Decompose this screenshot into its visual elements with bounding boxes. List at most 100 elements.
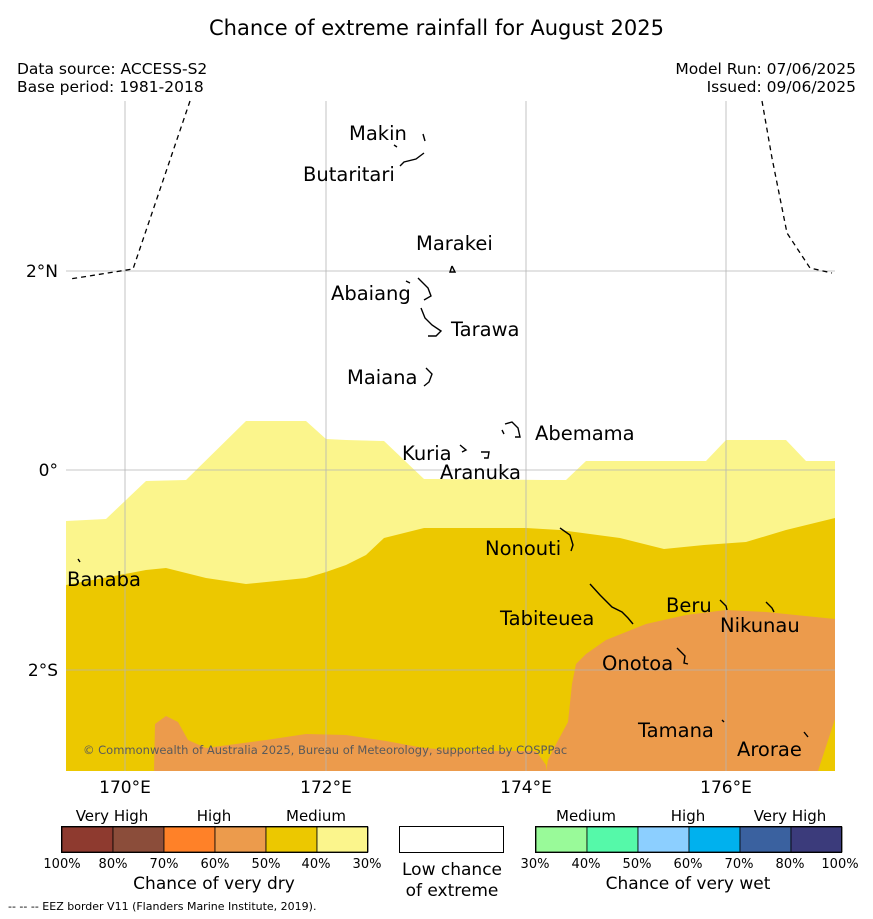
legend-dry-tick: 30%: [353, 857, 382, 872]
legend-wet-swatch-0: [535, 826, 588, 853]
butaritari-outline: [399, 152, 425, 167]
legend-low-line1: Low chance: [402, 860, 502, 880]
legend-dry-tick: 60%: [201, 857, 230, 872]
legend-dry-very-high: Very High: [76, 807, 149, 825]
copyright-notice: © Commonwealth of Australia 2025, Bureau…: [83, 743, 567, 757]
legend-dry-swatch-4: [265, 826, 318, 853]
marakei-outline: [449, 265, 457, 273]
model-run: Model Run: 07/06/2025: [675, 60, 856, 78]
legend-dry-tick: 80%: [99, 857, 128, 872]
chart-title: Chance of extreme rainfall for August 20…: [209, 16, 664, 40]
kuria-outline: [459, 444, 468, 453]
arorae-outline: [803, 731, 809, 738]
legend-dry-medium: Medium: [286, 807, 346, 825]
label-kuria: Kuria: [402, 442, 452, 465]
label-tarawa: Tarawa: [450, 318, 520, 341]
legend-dry-swatch-5: [316, 826, 369, 853]
legend-dry: Very High High Medium 100% 80% 70% 60% 5…: [43, 807, 381, 894]
makin-outline: [393, 133, 426, 148]
legend-dry-swatch-0: [61, 826, 114, 853]
legend-dry-frame: [61, 826, 368, 853]
model-run-block: Model Run: 07/06/2025 Issued: 09/06/2025: [675, 60, 856, 96]
legend-wet-swatches: [535, 826, 843, 853]
legend-wet-tick: 60%: [674, 857, 703, 872]
legend-wet-swatch-5: [790, 826, 843, 853]
label-banaba: Banaba: [67, 568, 141, 591]
legend-wet-swatch-3: [688, 826, 741, 853]
legend-dry-swatch-3: [214, 826, 267, 853]
label-nikunau: Nikunau: [720, 614, 800, 637]
legend-wet-high: High: [671, 807, 705, 825]
axis-labels: 170°E 172°E 174°E 176°E 2°N 0° 2°S: [26, 262, 752, 798]
tabiteuea-outline: [589, 583, 634, 625]
lat-label-2s: 2°S: [28, 661, 58, 681]
legend-wet-very-high: Very High: [754, 807, 827, 825]
dry-high-region-east: [546, 610, 835, 771]
legend-wet-tick: 100%: [821, 857, 858, 872]
onotoa-outline: [676, 647, 689, 665]
legend-dry-tick: 50%: [252, 857, 281, 872]
eez-border-east: [761, 100, 833, 274]
legend-wet-medium: Medium: [556, 807, 616, 825]
maiana-outline: [423, 367, 433, 387]
aranuka-outline: [481, 451, 490, 459]
legend-wet-tick: 40%: [572, 857, 601, 872]
base-period: Base period: 1981-2018: [17, 78, 204, 96]
legend-low-chance: Low chance of extreme: [399, 826, 504, 901]
label-tabiteuea: Tabiteuea: [499, 607, 594, 630]
legend-wet-swatch-2: [637, 826, 690, 853]
tarawa-outline: [420, 307, 443, 337]
legend-dry-swatch-1: [112, 826, 165, 853]
legend-dry-high: High: [197, 807, 231, 825]
legend-wet-frame: [535, 826, 842, 853]
label-tamana: Tamana: [637, 719, 714, 742]
tamana-outline: [721, 719, 725, 723]
legend-wet-swatch-4: [739, 826, 792, 853]
label-abemama: Abemama: [535, 422, 635, 445]
lon-label-172e: 172°E: [300, 778, 352, 798]
issued-date: Issued: 09/06/2025: [706, 78, 856, 96]
lon-label-170e: 170°E: [99, 778, 151, 798]
nonouti-outline: [559, 527, 574, 552]
data-source-block: Data source: ACCESS-S2 Base period: 1981…: [17, 60, 207, 96]
legend-wet-tick: 30%: [521, 857, 550, 872]
legend-dry-title: Chance of very dry: [133, 874, 295, 894]
legend-wet-title: Chance of very wet: [606, 874, 771, 894]
nikunau-outline: [765, 601, 775, 613]
eez-borders: [69, 100, 833, 280]
legend-wet-tick: 80%: [776, 857, 805, 872]
dry-high-region-west: [154, 716, 546, 771]
legend-low-line2: of extreme: [406, 881, 499, 901]
label-beru: Beru: [666, 594, 712, 617]
label-maiana: Maiana: [347, 366, 417, 389]
eez-border-note: -- -- -- EEZ border V11 (Flanders Marine…: [8, 900, 317, 913]
banaba-outline: [77, 558, 81, 563]
island-outlines: [77, 133, 809, 738]
label-arorae: Arorae: [737, 738, 802, 761]
legend-dry-swatches: [61, 826, 369, 853]
lat-label-2n: 2°N: [26, 262, 58, 282]
island-labels: Makin Butaritari Marakei Abaiang Tarawa …: [67, 122, 802, 761]
label-aranuka: Aranuka: [440, 461, 521, 484]
abaiang-outline: [405, 277, 432, 301]
legend-low-swatch: [399, 826, 504, 853]
label-marakei: Marakei: [416, 232, 493, 255]
label-makin: Makin: [349, 122, 407, 145]
legend-dry-tick: 100%: [43, 857, 80, 872]
legend-dry-tick: 40%: [302, 857, 331, 872]
lon-label-176e: 176°E: [700, 778, 752, 798]
lon-label-174e: 174°E: [500, 778, 552, 798]
abemama-outline: [501, 421, 521, 438]
legend-wet-tick: 70%: [725, 857, 754, 872]
legend-wet-swatch-1: [586, 826, 639, 853]
legend-wet: Medium High Very High 30% 40% 50% 60% 70…: [521, 807, 859, 894]
legend-dry-tick: 70%: [150, 857, 179, 872]
label-nonouti: Nonouti: [485, 537, 561, 560]
data-source: Data source: ACCESS-S2: [17, 60, 208, 78]
eez-border-west: [69, 100, 191, 280]
lat-label-0: 0°: [39, 461, 58, 481]
beru-outline: [719, 599, 728, 611]
label-butaritari: Butaritari: [303, 163, 395, 186]
label-abaiang: Abaiang: [331, 282, 411, 305]
